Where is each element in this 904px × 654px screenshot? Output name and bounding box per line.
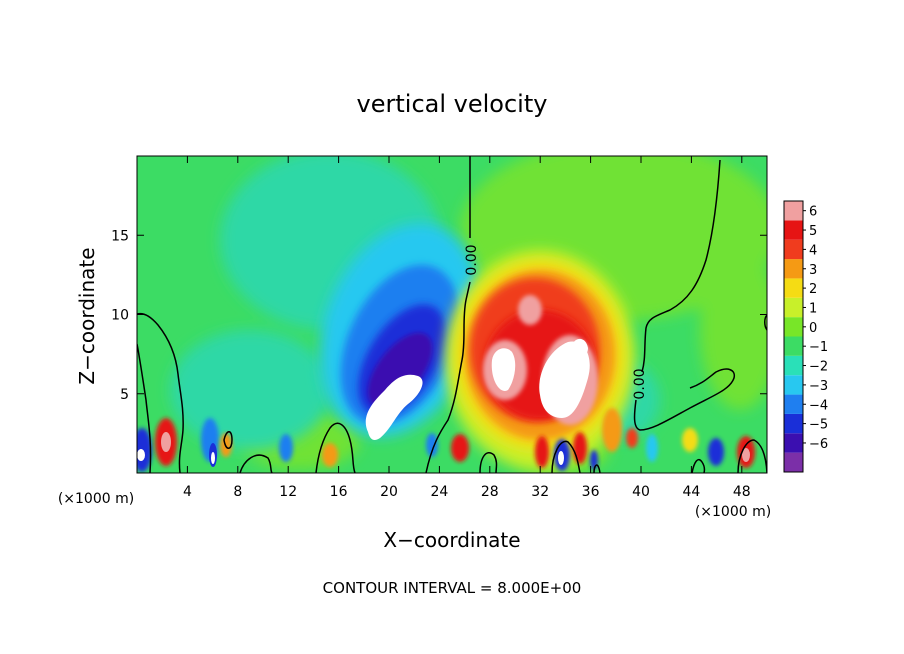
x-tick-label: 20 [380,484,398,500]
colorbar-swatch [784,297,803,318]
colorbar-swatch [784,355,803,376]
colorbar-label: 5 [809,224,817,239]
colorbar-label: 0 [809,321,817,336]
colorbar-swatch [784,239,803,260]
x-tick-label: 16 [330,484,348,500]
colorbar-swatch [784,259,803,279]
downdraft-region [320,223,480,440]
x-tick-label: 40 [632,484,650,500]
colorbar-swatch [784,317,803,337]
chart-title: vertical velocity [357,90,548,118]
colorbar: 6 5 4 3 2 1 0 −1 −2 −3 −4 −5 −6 [783,200,828,473]
zero-contours [137,156,767,473]
updraft-region [445,250,635,470]
colorbar-label: −3 [809,379,828,394]
colorbar-swatch [784,433,803,453]
x-tick-label: 32 [531,484,549,500]
surface-features [137,408,755,472]
colorbar-label: −5 [809,418,828,433]
y-tick-label: 5 [120,387,129,403]
contour-label: 0.00 [464,244,480,275]
colorbar-label: −2 [809,360,828,375]
colorbar-swatch [784,413,803,434]
x-unit-left: (×1000 m) [58,491,134,507]
y-tick-label: 15 [111,228,129,244]
colorbar-label: −4 [809,398,828,413]
x-tick-label: 24 [430,484,448,500]
colorbar-swatch [784,220,803,240]
colorbar-swatch [784,452,803,472]
x-tick-label: 36 [582,484,600,500]
colorbar-swatch [784,394,803,414]
colorbar-swatch [784,336,803,356]
y-tick-label: 10 [111,308,129,324]
colorbar-label: 6 [809,205,817,220]
colorbar-swatch [784,278,803,298]
x-axis: 4 8 12 16 20 24 28 32 36 40 44 48 [183,156,751,500]
contour-label: 0.00 [632,368,648,399]
x-tick-label: 4 [183,484,192,500]
x-axis-label: X−coordinate [383,528,520,552]
x-tick-label: 28 [481,484,499,500]
colorbar-frame [783,200,804,473]
colorbar-label: 3 [809,263,817,278]
colorbar-swatch [784,375,803,395]
plot-area: 0.00 0.00 [137,156,767,473]
colorbar-swatch [784,201,803,221]
x-tick-label: 44 [682,484,700,500]
x-unit-right: (×1000 m) [695,504,771,520]
colorbar-label: 4 [809,243,817,258]
colorbar-label: −6 [809,437,828,452]
colorbar-label: −1 [809,340,828,355]
y-axis: 5 10 15 [111,228,767,403]
x-tick-label: 48 [733,484,751,500]
colorbar-label: 1 [809,301,817,316]
colorbar-label: 2 [809,282,817,297]
contour-interval-note: CONTOUR INTERVAL = 8.000E+00 [323,579,582,597]
x-tick-label: 12 [279,484,297,500]
y-axis-label: Z−coordinate [75,247,99,384]
x-tick-label: 8 [233,484,242,500]
